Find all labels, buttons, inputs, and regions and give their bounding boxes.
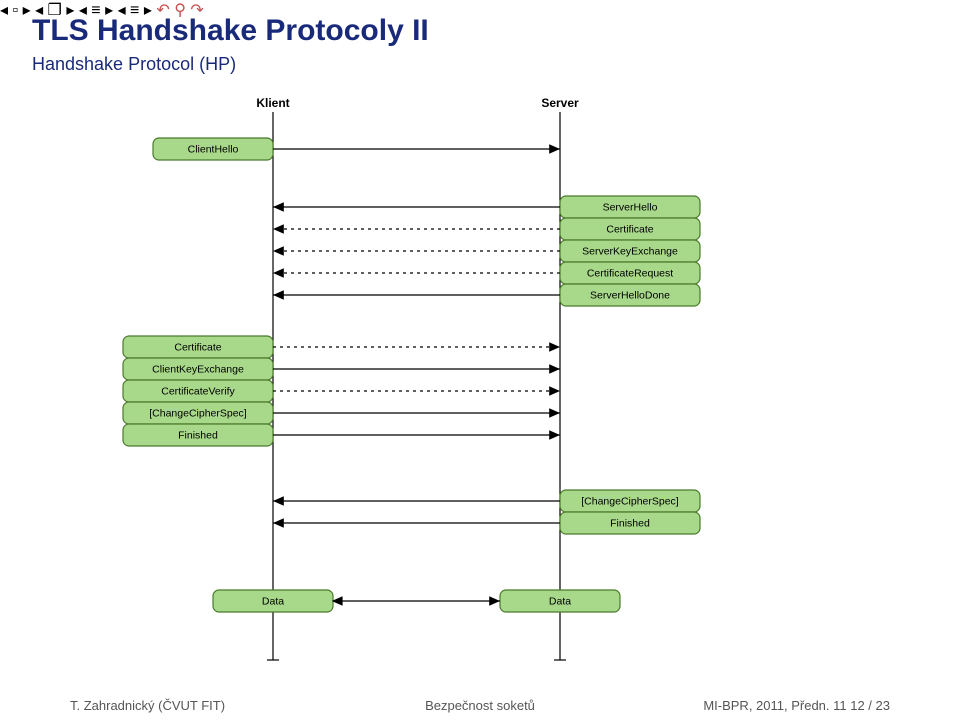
message-box: [ChangeCipherSpec] [123,402,273,424]
message-box: Data [500,590,620,612]
svg-text:ClientHello: ClientHello [188,144,239,156]
svg-text:Finished: Finished [178,430,218,442]
message-box: Certificate [560,218,700,240]
svg-text:Data: Data [262,596,284,608]
participant-client: Klient [256,96,289,110]
footer-left: T. Zahradnický (ČVUT FIT) [70,698,225,713]
message-box: CertificateRequest [560,262,700,284]
message-box: ClientKeyExchange [123,358,273,380]
svg-text:CertificateVerify: CertificateVerify [161,386,235,398]
message-box: ClientHello [153,138,273,160]
sequence-diagram: Klient Server ClientHello ServerHello Certif… [0,0,960,720]
message-box: CertificateVerify [123,380,273,402]
message-box: ServerKeyExchange [560,240,700,262]
message-box: ServerHelloDone [560,284,700,306]
message-box: Finished [123,424,273,446]
message-box: ServerHello [560,196,700,218]
svg-text:ServerHelloDone: ServerHelloDone [590,290,670,302]
svg-text:Data: Data [549,596,571,608]
participant-server: Server [541,96,579,110]
message-box: Data [213,590,333,612]
footer-right: MI-BPR, 2011, Předn. 11 12 / 23 [703,698,890,713]
svg-text:Finished: Finished [610,518,650,530]
svg-text:Certificate: Certificate [606,224,653,236]
message-box: [ChangeCipherSpec] [560,490,700,512]
svg-text:CertificateRequest: CertificateRequest [587,268,673,280]
svg-text:ClientKeyExchange: ClientKeyExchange [152,364,244,376]
svg-text:[ChangeCipherSpec]: [ChangeCipherSpec] [149,408,247,420]
svg-text:[ChangeCipherSpec]: [ChangeCipherSpec] [581,496,679,508]
footer-bar: T. Zahradnický (ČVUT FIT) Bezpečnost sok… [0,690,960,720]
message-box: Finished [560,512,700,534]
message-box: Certificate [123,336,273,358]
svg-text:ServerHello: ServerHello [603,202,658,214]
svg-text:Certificate: Certificate [174,342,221,354]
svg-text:ServerKeyExchange: ServerKeyExchange [582,246,678,258]
